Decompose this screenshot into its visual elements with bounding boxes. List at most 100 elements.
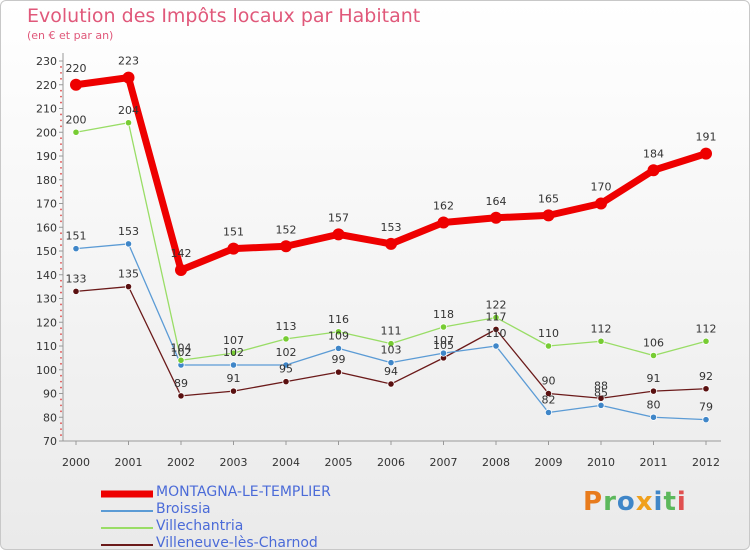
data-point — [387, 380, 395, 388]
y-tick-label: 80 — [43, 411, 57, 424]
y-tick-label: 130 — [36, 293, 57, 306]
data-point — [439, 349, 448, 357]
data-label: 105 — [433, 339, 454, 352]
data-point — [175, 264, 187, 276]
data-label: 122 — [486, 299, 507, 312]
data-point — [280, 240, 292, 253]
data-label: 95 — [279, 363, 293, 376]
data-label: 82 — [542, 394, 556, 407]
data-point — [227, 242, 240, 255]
data-point — [649, 351, 658, 360]
y-tick-label: 210 — [36, 103, 57, 116]
x-tick-label: 2000 — [62, 456, 90, 469]
data-label: 88 — [594, 379, 608, 392]
y-minor-tick — [60, 380, 62, 383]
y-minor-tick — [60, 184, 62, 187]
data-point — [492, 313, 500, 322]
x-tick-label: 2002 — [167, 456, 195, 469]
data-point — [544, 408, 553, 417]
y-minor-tick — [60, 172, 62, 175]
data-label: 103 — [381, 344, 402, 357]
legend-label: Broissia — [156, 501, 211, 517]
data-point — [702, 337, 710, 345]
data-label: 90 — [542, 375, 556, 388]
data-point — [229, 349, 238, 357]
data-label: 79 — [699, 401, 713, 414]
data-label: 200 — [66, 113, 87, 126]
data-point — [124, 283, 133, 291]
y-minor-tick — [60, 422, 62, 425]
y-minor-tick — [60, 238, 62, 241]
data-label: 223 — [118, 55, 139, 68]
y-minor-tick — [60, 220, 62, 223]
x-tick-label: 2003 — [220, 456, 248, 469]
y-tick-label: 90 — [43, 388, 57, 401]
data-label: 191 — [696, 131, 717, 144]
y-tick-label: 110 — [36, 340, 57, 353]
y-minor-tick — [60, 77, 62, 80]
data-point — [332, 228, 345, 241]
y-minor-tick — [60, 386, 62, 389]
y-tick-label: 180 — [36, 174, 57, 187]
logo-letter: t — [663, 487, 677, 517]
data-label: 151 — [66, 230, 87, 243]
y-minor-tick — [60, 315, 62, 318]
data-point — [177, 356, 185, 364]
y-minor-tick — [60, 101, 62, 104]
data-point — [647, 164, 660, 177]
y-tick-label: 120 — [36, 316, 57, 329]
data-label: 110 — [538, 327, 559, 340]
proxiti-logo: Proxiti — [583, 487, 687, 517]
legend-label: Villeneuve-lès-Charnod — [156, 535, 318, 550]
logo-letter: i — [676, 487, 687, 517]
y-tick-label: 230 — [36, 55, 57, 68]
data-label: 106 — [643, 337, 664, 350]
data-label: 157 — [328, 211, 349, 224]
data-label: 153 — [118, 225, 139, 238]
x-tick-label: 2009 — [535, 456, 563, 469]
data-label: 135 — [118, 268, 139, 281]
y-minor-tick — [60, 291, 62, 294]
y-tick-label: 190 — [36, 150, 57, 163]
y-minor-tick — [60, 404, 62, 407]
data-point — [544, 342, 553, 350]
data-label: 92 — [699, 370, 713, 383]
y-tick-label: 150 — [36, 245, 57, 258]
logo-letter: r — [603, 487, 617, 517]
data-label: 99 — [332, 353, 346, 366]
y-tick-label: 140 — [36, 269, 57, 282]
legend-label: MONTAGNA-LE-TEMPLIER — [156, 484, 331, 500]
y-minor-tick — [60, 143, 62, 146]
y-minor-tick — [60, 89, 62, 92]
data-label: 104 — [171, 341, 192, 354]
data-point — [122, 71, 135, 84]
data-label: 109 — [328, 329, 349, 342]
y-minor-tick — [60, 285, 62, 288]
y-minor-tick — [60, 374, 62, 377]
y-minor-tick — [60, 339, 62, 341]
data-point — [492, 325, 500, 333]
legend-swatch — [101, 543, 153, 546]
data-label: 133 — [66, 272, 87, 285]
y-tick-label: 220 — [36, 79, 57, 92]
data-label: 151 — [223, 226, 244, 239]
data-label: 220 — [66, 62, 87, 75]
data-label: 118 — [433, 308, 454, 321]
data-point — [702, 416, 710, 424]
data-label: 170 — [591, 181, 612, 194]
y-minor-tick — [60, 95, 62, 98]
data-point — [387, 340, 395, 348]
data-point — [282, 378, 290, 386]
y-tick-label: 160 — [36, 221, 57, 234]
data-label: 204 — [118, 104, 139, 117]
y-minor-tick — [60, 398, 62, 401]
y-minor-tick — [60, 232, 62, 235]
data-label: 113 — [276, 320, 297, 333]
data-point — [597, 337, 605, 345]
y-minor-tick — [60, 166, 62, 169]
data-label: 184 — [643, 147, 664, 160]
data-point — [597, 394, 605, 402]
y-minor-tick — [60, 137, 62, 140]
logo-letter: i — [653, 487, 664, 517]
y-minor-tick — [60, 356, 62, 359]
